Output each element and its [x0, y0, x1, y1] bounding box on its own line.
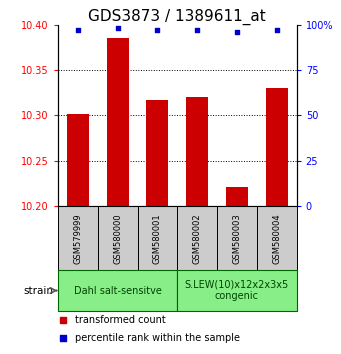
Point: [60, 335, 65, 341]
Point: [274, 27, 280, 33]
Bar: [98, 206, 137, 270]
Bar: [177, 270, 297, 311]
Point: [155, 27, 160, 33]
Text: GSM580000: GSM580000: [113, 213, 122, 263]
Point: [60, 317, 65, 322]
Bar: [137, 206, 177, 270]
Bar: [58, 270, 177, 311]
Text: GSM580003: GSM580003: [233, 213, 241, 264]
Bar: [226, 187, 248, 206]
Text: GSM580002: GSM580002: [193, 213, 202, 263]
Bar: [257, 206, 297, 270]
Title: GDS3873 / 1389611_at: GDS3873 / 1389611_at: [88, 8, 266, 25]
Point: [234, 29, 240, 35]
Point: [75, 27, 80, 33]
Bar: [58, 206, 98, 270]
Bar: [107, 38, 129, 206]
Point: [115, 25, 120, 31]
Text: GSM580001: GSM580001: [153, 213, 162, 263]
Text: transformed count: transformed count: [75, 315, 165, 325]
Text: GSM580004: GSM580004: [272, 213, 281, 263]
Bar: [177, 206, 217, 270]
Bar: [67, 114, 89, 206]
Bar: [186, 97, 208, 206]
Text: GSM579999: GSM579999: [73, 213, 83, 263]
Bar: [147, 100, 168, 206]
Bar: [217, 206, 257, 270]
Text: S.LEW(10)x12x2x3x5
congenic: S.LEW(10)x12x2x3x5 congenic: [185, 280, 289, 301]
Text: strain: strain: [23, 286, 53, 296]
Bar: [266, 88, 288, 206]
Point: [194, 27, 200, 33]
Text: percentile rank within the sample: percentile rank within the sample: [75, 333, 240, 343]
Text: Dahl salt-sensitve: Dahl salt-sensitve: [74, 286, 162, 296]
